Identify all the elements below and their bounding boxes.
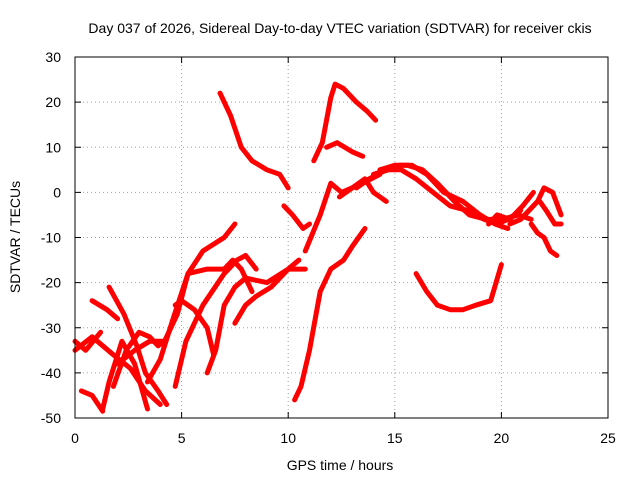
series-line-10 <box>172 298 217 358</box>
chart-title: Day 037 of 2026, Sidereal Day-to-day VTE… <box>88 20 591 36</box>
x-tick-label: 15 <box>387 430 403 446</box>
y-tick-label: 20 <box>45 94 61 110</box>
series-line-4 <box>106 284 170 407</box>
y-tick-label: -40 <box>41 365 61 381</box>
x-tick-label: 25 <box>600 430 616 446</box>
series-line-6 <box>100 338 150 412</box>
series-line-11 <box>172 253 259 389</box>
tick-layer: 0 5 10 15 20 25 -50 -40 -30 -20 -10 0 10 20 30 <box>41 49 616 446</box>
grid-layer <box>75 57 608 418</box>
x-tick-label: 20 <box>494 430 510 446</box>
x-tick-label: 5 <box>178 430 186 446</box>
y-tick-label: 30 <box>45 49 61 65</box>
y-tick-label: -50 <box>41 410 61 426</box>
y-tick-label: -20 <box>41 275 61 291</box>
x-tick-label: 0 <box>71 430 79 446</box>
x-tick-label: 10 <box>280 430 296 446</box>
series-line-3 <box>89 298 121 322</box>
series-line-16 <box>292 226 368 403</box>
x-axis-label: GPS time / hours <box>287 457 394 473</box>
series-line-24 <box>413 262 504 313</box>
series-line-13 <box>232 266 308 326</box>
series-line-15 <box>281 203 312 231</box>
y-tick-label: 0 <box>53 184 61 200</box>
series-line-27 <box>528 221 560 258</box>
series-line-14 <box>217 90 291 191</box>
y-tick-label: -30 <box>41 320 61 336</box>
y-tick-label: -10 <box>41 230 61 246</box>
y-axis-label: SDTVAR / TECUs <box>7 181 23 293</box>
series-line-19 <box>324 140 366 159</box>
series-layer <box>72 81 564 414</box>
series-line-1 <box>78 388 106 414</box>
series-line-9 <box>145 257 255 385</box>
series-line-22 <box>371 167 524 227</box>
series-line-8 <box>115 221 238 367</box>
series-line-18 <box>311 81 379 164</box>
series-line-25 <box>486 189 536 227</box>
series-line-28 <box>537 198 564 227</box>
y-tick-label: 10 <box>45 139 61 155</box>
